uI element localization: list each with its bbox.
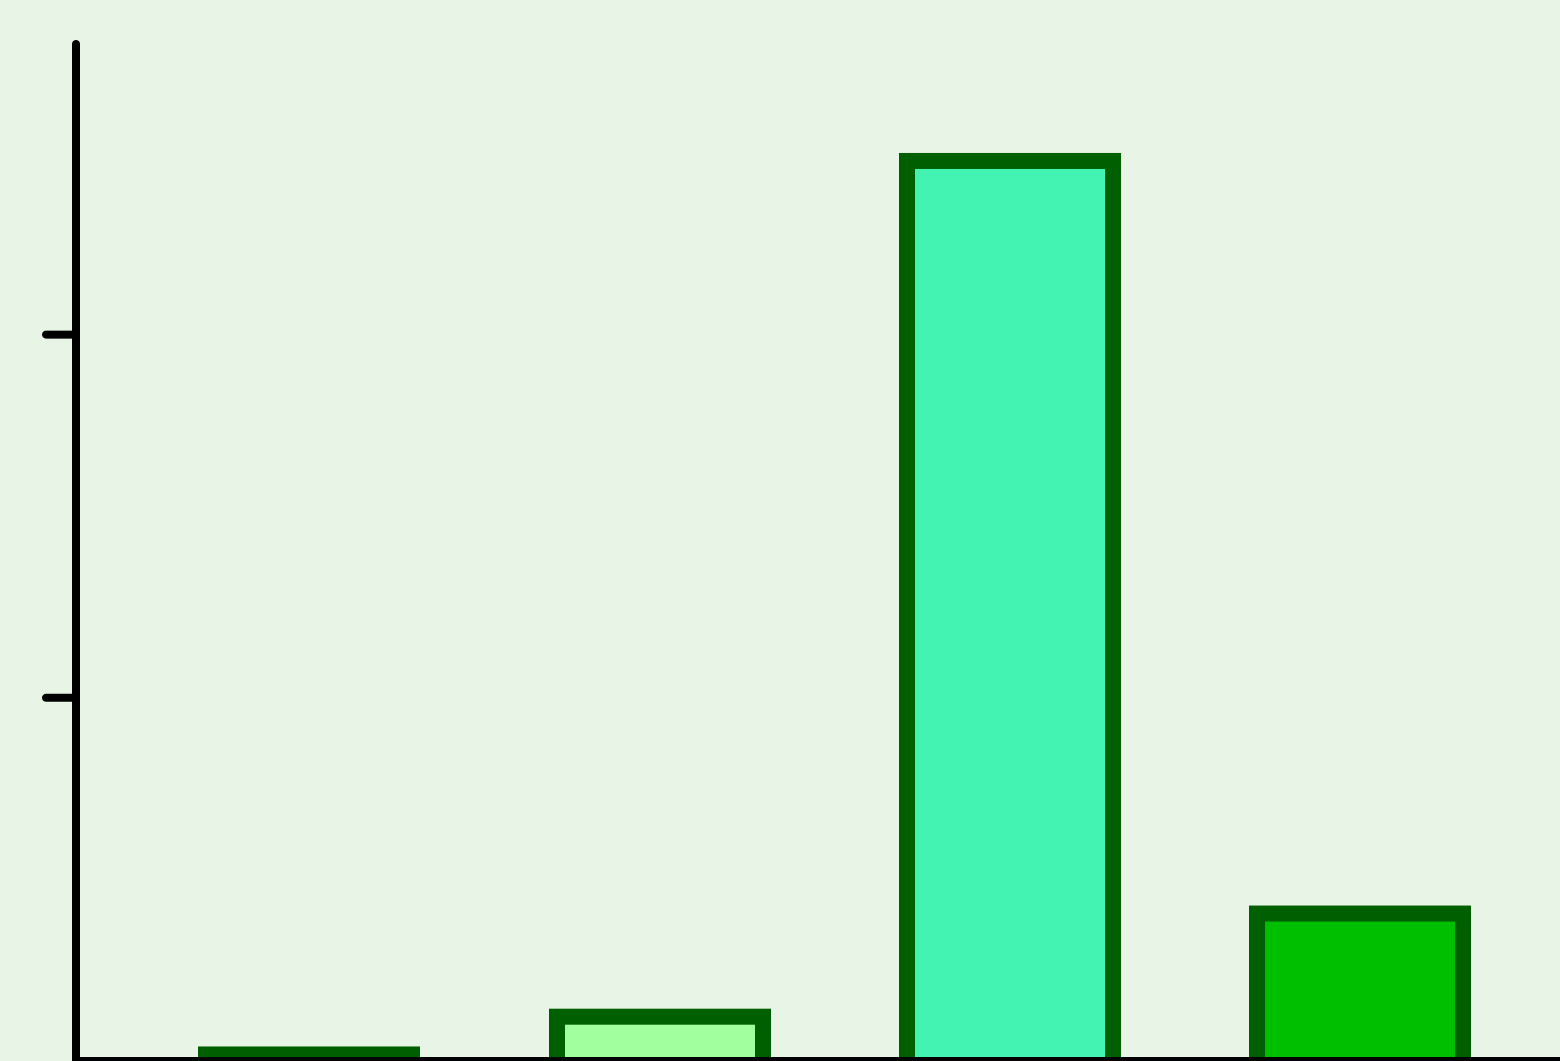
bars-layer [198, 152, 1471, 1061]
axes-layer [42, 40, 1560, 1061]
bar-4 [1249, 905, 1471, 1061]
bar-3 [899, 152, 1121, 1061]
bar-2 [549, 1008, 771, 1061]
